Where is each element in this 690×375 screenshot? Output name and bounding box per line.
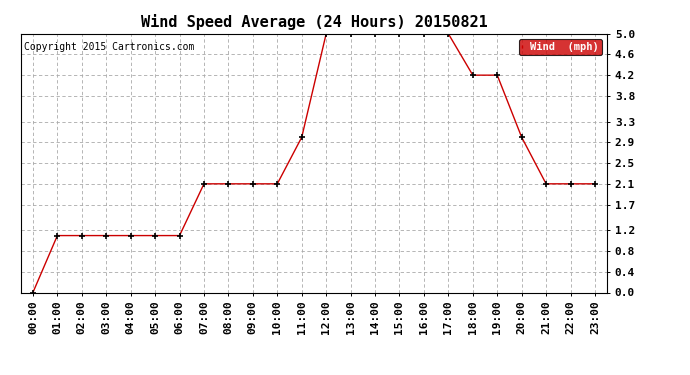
Legend: Wind  (mph): Wind (mph) [519,39,602,55]
Text: Copyright 2015 Cartronics.com: Copyright 2015 Cartronics.com [23,42,194,51]
Title: Wind Speed Average (24 Hours) 20150821: Wind Speed Average (24 Hours) 20150821 [141,14,487,30]
